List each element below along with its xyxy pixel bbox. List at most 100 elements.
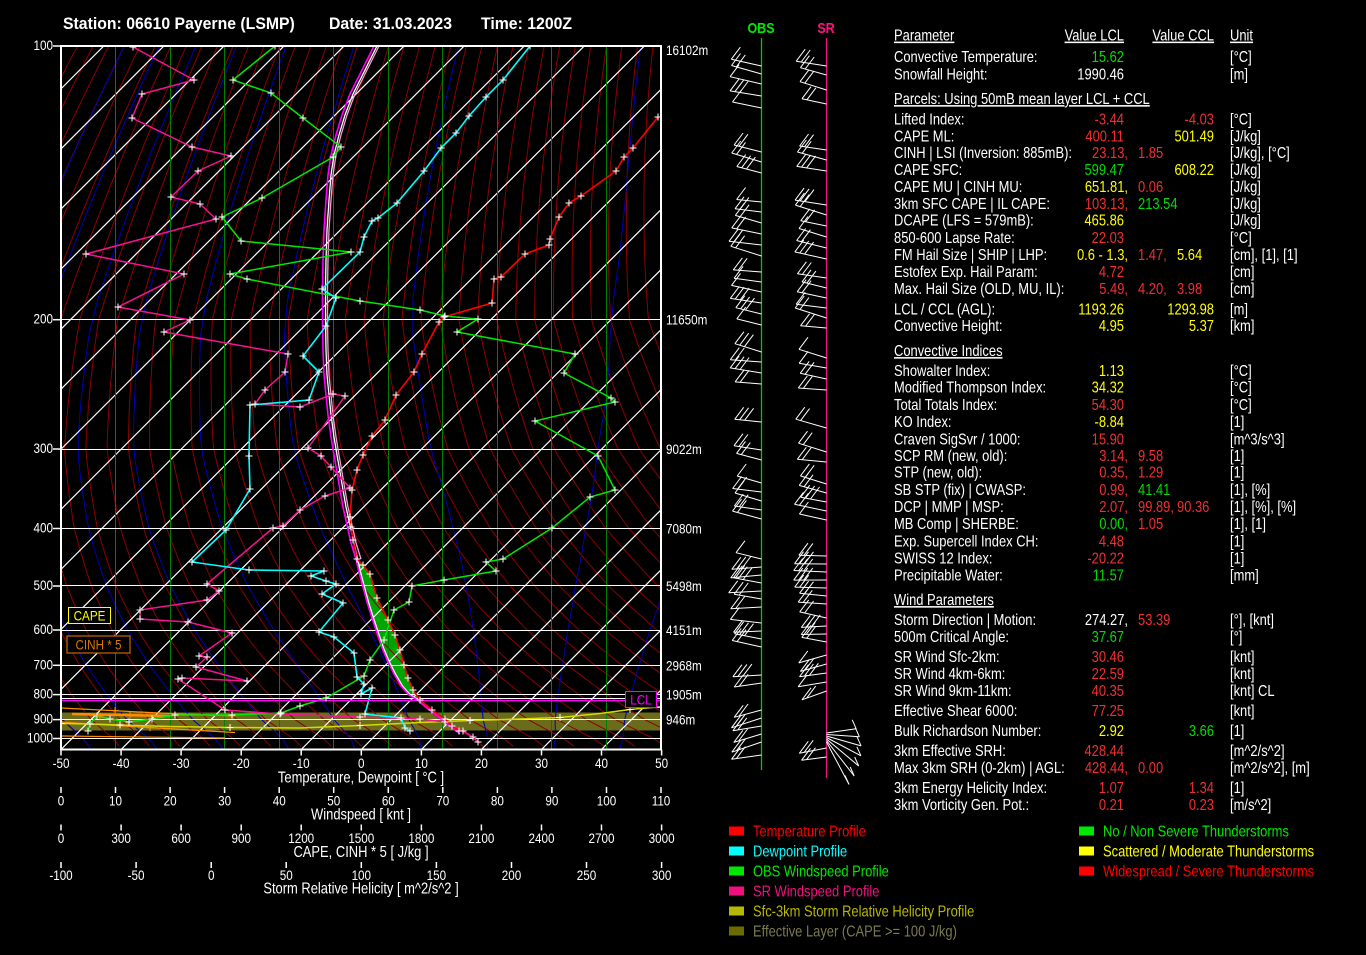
svg-text:30: 30 <box>535 755 548 771</box>
svg-text:77.25: 77.25 <box>1092 703 1124 720</box>
svg-text:850-600 Lapse Rate:: 850-600 Lapse Rate: <box>894 230 1015 247</box>
svg-text:946m: 946m <box>666 712 695 728</box>
svg-text:FM Hail Size | SHIP | LHP:: FM Hail Size | SHIP | LHP: <box>894 247 1047 264</box>
svg-text:Sfc-3km Storm Relative Helicit: Sfc-3km Storm Relative Helicity Profile <box>753 903 974 920</box>
svg-text:0: 0 <box>58 792 65 808</box>
svg-text:1193.26: 1193.26 <box>1078 301 1124 318</box>
svg-text:Value LCL: Value LCL <box>1065 27 1124 44</box>
svg-text:[1], [%]: [1], [%] <box>1230 482 1270 499</box>
svg-text:-3.44: -3.44 <box>1095 111 1125 128</box>
svg-text:110: 110 <box>652 792 671 808</box>
svg-text:608.22: 608.22 <box>1174 162 1214 179</box>
svg-text:9.58: 9.58 <box>1138 448 1163 465</box>
svg-text:-8.84: -8.84 <box>1095 414 1125 431</box>
svg-text:1500: 1500 <box>348 830 374 846</box>
svg-text:OBS Windspeed Profile: OBS Windspeed Profile <box>753 863 889 880</box>
svg-text:[J/kg]: [J/kg] <box>1230 128 1261 145</box>
svg-text:37.67: 37.67 <box>1092 629 1124 646</box>
svg-text:22.03: 22.03 <box>1092 230 1124 247</box>
svg-text:1.29: 1.29 <box>1138 464 1163 481</box>
svg-text:0.06: 0.06 <box>1138 179 1163 196</box>
svg-text:[J/kg]: [J/kg] <box>1230 213 1261 230</box>
svg-text:4.72: 4.72 <box>1099 264 1124 281</box>
svg-text:[1]: [1] <box>1230 464 1244 481</box>
svg-text:2700: 2700 <box>589 830 615 846</box>
svg-text:213.54: 213.54 <box>1138 196 1178 213</box>
svg-text:[°C]: [°C] <box>1230 363 1252 380</box>
svg-text:SR Wind 9km-11km:: SR Wind 9km-11km: <box>894 683 1012 700</box>
svg-text:LCL: LCL <box>630 691 651 707</box>
svg-text:54.30: 54.30 <box>1092 397 1124 414</box>
svg-text:CINH * 5: CINH * 5 <box>75 636 121 652</box>
svg-text:-20.22: -20.22 <box>1087 550 1124 567</box>
svg-text:1.47,: 1.47, <box>1138 247 1167 264</box>
svg-text:[m^2/s^2], [m]: [m^2/s^2], [m] <box>1230 760 1310 777</box>
svg-text:[m]: [m] <box>1230 66 1248 83</box>
svg-text:Snowfall Height:: Snowfall Height: <box>894 66 987 83</box>
svg-text:MB Comp | SHERBE:: MB Comp | SHERBE: <box>894 516 1019 533</box>
svg-text:Windspeed [ knt ]: Windspeed [ knt ] <box>311 806 411 823</box>
svg-text:22.59: 22.59 <box>1092 666 1124 683</box>
svg-text:1293.98: 1293.98 <box>1167 301 1214 318</box>
svg-text:30.46: 30.46 <box>1092 649 1124 666</box>
svg-text:99.89,: 99.89, <box>1138 499 1174 516</box>
svg-text:[cm]: [cm] <box>1230 264 1254 281</box>
svg-text:Storm Relative Helicity [ m^2: Storm Relative Helicity [ m^2/s^2 ] <box>263 880 458 897</box>
svg-text:0.23: 0.23 <box>1189 797 1214 814</box>
svg-text:CAPE SFC:: CAPE SFC: <box>894 162 962 179</box>
svg-text:[cm]: [cm] <box>1230 281 1254 298</box>
svg-text:[knt]: [knt] <box>1230 666 1254 683</box>
svg-text:11.57: 11.57 <box>1093 567 1124 584</box>
svg-text:900: 900 <box>34 711 53 727</box>
svg-text:1.13: 1.13 <box>1099 363 1124 380</box>
svg-text:[°C]: [°C] <box>1230 49 1252 66</box>
svg-text:0: 0 <box>58 830 65 846</box>
svg-text:[°], [knt]: [°], [knt] <box>1230 612 1274 629</box>
svg-text:41.41: 41.41 <box>1138 482 1170 499</box>
svg-text:Showalter Index:: Showalter Index: <box>894 363 990 380</box>
svg-text:-50: -50 <box>53 755 70 771</box>
svg-text:3km Vorticity Gen. Pot.:: 3km Vorticity Gen. Pot.: <box>894 797 1029 814</box>
svg-text:90.36: 90.36 <box>1177 499 1209 516</box>
svg-text:50: 50 <box>327 792 340 808</box>
svg-text:SCP RM (new, old):: SCP RM (new, old): <box>894 448 1007 465</box>
svg-text:1800: 1800 <box>408 830 434 846</box>
svg-text:[1]: [1] <box>1230 533 1244 550</box>
svg-text:Parameter: Parameter <box>894 27 955 44</box>
svg-text:600: 600 <box>34 621 53 637</box>
svg-text:300: 300 <box>111 830 130 846</box>
svg-text:5.64: 5.64 <box>1177 247 1202 264</box>
svg-text:2.92: 2.92 <box>1099 723 1124 740</box>
svg-text:[km]: [km] <box>1230 318 1254 335</box>
svg-text:Modified Thompson Index:: Modified Thompson Index: <box>894 379 1046 396</box>
svg-text:[1]: [1] <box>1230 414 1244 431</box>
svg-text:-40: -40 <box>113 755 130 771</box>
svg-text:Storm Direction | Motion:: Storm Direction | Motion: <box>894 612 1036 629</box>
svg-text:1.85: 1.85 <box>1138 145 1163 162</box>
svg-text:0.99,: 0.99, <box>1099 482 1128 499</box>
svg-text:100: 100 <box>597 792 616 808</box>
svg-text:3.14,: 3.14, <box>1099 448 1128 465</box>
svg-text:Temperature Profile: Temperature Profile <box>753 823 866 840</box>
svg-text:[m^3/s^3]: [m^3/s^3] <box>1230 431 1285 448</box>
svg-text:[m]: [m] <box>1230 301 1248 318</box>
svg-text:-100: -100 <box>49 867 72 883</box>
svg-text:50: 50 <box>280 867 293 883</box>
svg-text:1.07: 1.07 <box>1099 780 1124 797</box>
svg-text:CAPE: CAPE <box>74 607 106 623</box>
svg-text:500: 500 <box>34 577 53 593</box>
svg-text:800: 800 <box>34 686 53 702</box>
svg-text:651.81,: 651.81, <box>1085 179 1128 196</box>
svg-text:2400: 2400 <box>529 830 555 846</box>
svg-text:3km Effective SRH:: 3km Effective SRH: <box>894 743 1006 760</box>
svg-text:30: 30 <box>218 792 231 808</box>
svg-text:2100: 2100 <box>468 830 494 846</box>
svg-text:Exp. Supercell Index CH:: Exp. Supercell Index CH: <box>894 533 1038 550</box>
svg-text:[knt]: [knt] <box>1230 649 1254 666</box>
svg-text:15.62: 15.62 <box>1092 49 1124 66</box>
svg-text:40: 40 <box>273 792 286 808</box>
svg-text:[1]: [1] <box>1230 780 1244 797</box>
svg-text:[J/kg]: [J/kg] <box>1230 196 1261 213</box>
svg-text:2968m: 2968m <box>666 657 702 673</box>
svg-text:Craven SigSvr / 1000:: Craven SigSvr / 1000: <box>894 431 1021 448</box>
